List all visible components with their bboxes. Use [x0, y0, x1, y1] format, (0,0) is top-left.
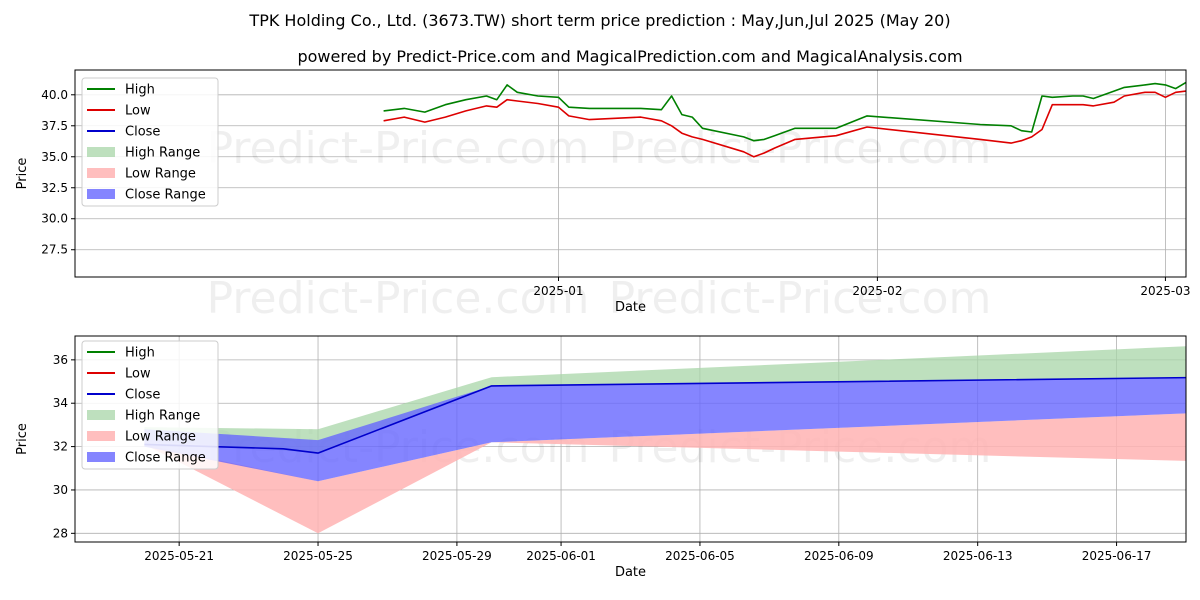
- top-legend: High Low Close High Range Low Range Close Ran…: [81, 77, 219, 207]
- top-y-tick-label: 32.5: [41, 181, 68, 195]
- bottom-y-tick-label: 32: [53, 440, 68, 454]
- top-x-tick-label: 2025-03: [1140, 284, 1190, 298]
- bottom-y-tick-label: 28: [53, 526, 68, 540]
- top-legend-label: High: [125, 83, 155, 98]
- bottom-x-tick-label: 2025-06-17: [1082, 549, 1152, 563]
- top-legend-label: High Range: [125, 146, 200, 161]
- bottom-x-tick-label: 2025-05-21: [144, 549, 214, 563]
- top-legend-box: [81, 77, 219, 207]
- top-y-tick-label: 35.0: [41, 150, 68, 164]
- top-watermark: Predict-Price.com: [609, 273, 992, 324]
- top-low-series-line: [383, 90, 1186, 158]
- bottom-x-tick-label: 2025-05-29: [422, 549, 492, 563]
- bottom-chart-panel: Predict-Price.comPredict-Price.com2025-0…: [15, 335, 1187, 580]
- bottom-x-tick-label: 2025-05-25: [283, 549, 353, 563]
- bottom-y-tick-label: 36: [53, 353, 68, 367]
- top-watermark: Predict-Price.com: [207, 123, 590, 174]
- figure-title: TPK Holding Co., Ltd. (3673.TW) short te…: [248, 11, 950, 30]
- bottom-legend-swatch-low-range: [87, 431, 115, 441]
- top-x-axis-label: Date: [615, 300, 646, 315]
- bottom-y-tick-label: 30: [53, 483, 68, 497]
- top-watermark: Predict-Price.com: [609, 123, 992, 174]
- bottom-legend-label: Close: [125, 388, 160, 403]
- top-chart-panel: Predict-Price.com Predict-Price.com Predic…: [15, 69, 1190, 324]
- top-x-tick-label: 2025-02: [852, 284, 902, 298]
- figure-subtitle: powered by Predict-Price.com and Magical…: [297, 47, 962, 66]
- top-watermark: Predict-Price.com: [207, 273, 590, 324]
- top-legend-label: Low: [125, 104, 151, 119]
- bottom-x-axis-label: Date: [615, 565, 646, 580]
- bottom-legend-label: High: [125, 346, 155, 361]
- bottom-legend-label: Low Range: [125, 430, 196, 445]
- bottom-plot-area: [144, 346, 1186, 534]
- bottom-legend-label: Low: [125, 367, 151, 382]
- bottom-close-series-line: [144, 376, 1186, 454]
- bottom-close-range-band: [144, 377, 1186, 482]
- bottom-x-tick-label: 2025-06-13: [943, 549, 1013, 563]
- bottom-legend-label: Close Range: [125, 451, 206, 466]
- bottom-low-range-band: [144, 413, 1186, 534]
- top-axes-frame: [74, 69, 1187, 278]
- top-legend-swatch-high-range: [87, 147, 115, 157]
- top-legend-label: Close: [125, 125, 160, 140]
- top-y-tick-label: 30.0: [41, 212, 68, 226]
- bottom-x-tick-label: 2025-06-05: [665, 549, 735, 563]
- bottom-legend-swatch-close-range: [87, 452, 115, 462]
- bottom-x-tick-label: 2025-06-01: [526, 549, 596, 563]
- bottom-legend-label: High Range: [125, 409, 200, 424]
- top-y-tick-label: 27.5: [41, 243, 68, 257]
- bottom-legend-swatch-high-range: [87, 410, 115, 420]
- bottom-y-tick-label: 34: [53, 396, 68, 410]
- top-x-tick-label: 2025-01: [533, 284, 583, 298]
- top-legend-label: Low Range: [125, 167, 196, 182]
- top-y-axis-label: Price: [15, 158, 30, 190]
- bottom-legend-box: [81, 340, 219, 470]
- top-legend-label: Close Range: [125, 188, 206, 203]
- top-plot-area: [383, 81, 1186, 158]
- top-legend-swatch-low-range: [87, 168, 115, 178]
- top-y-tick-label: 37.5: [41, 119, 68, 133]
- top-legend-swatch-close-range: [87, 189, 115, 199]
- bottom-axes-frame: [74, 335, 1187, 543]
- bottom-high-range-band: [144, 346, 1186, 454]
- bottom-y-axis-label: Price: [15, 423, 30, 455]
- top-high-series-line: [383, 81, 1186, 142]
- bottom-x-tick-label: 2025-06-09: [804, 549, 874, 563]
- top-gridlines: [75, 70, 1186, 277]
- top-y-tick-label: 40.0: [41, 88, 68, 102]
- bottom-legend: High Low Close High Range Low Range Close Ran…: [81, 340, 219, 470]
